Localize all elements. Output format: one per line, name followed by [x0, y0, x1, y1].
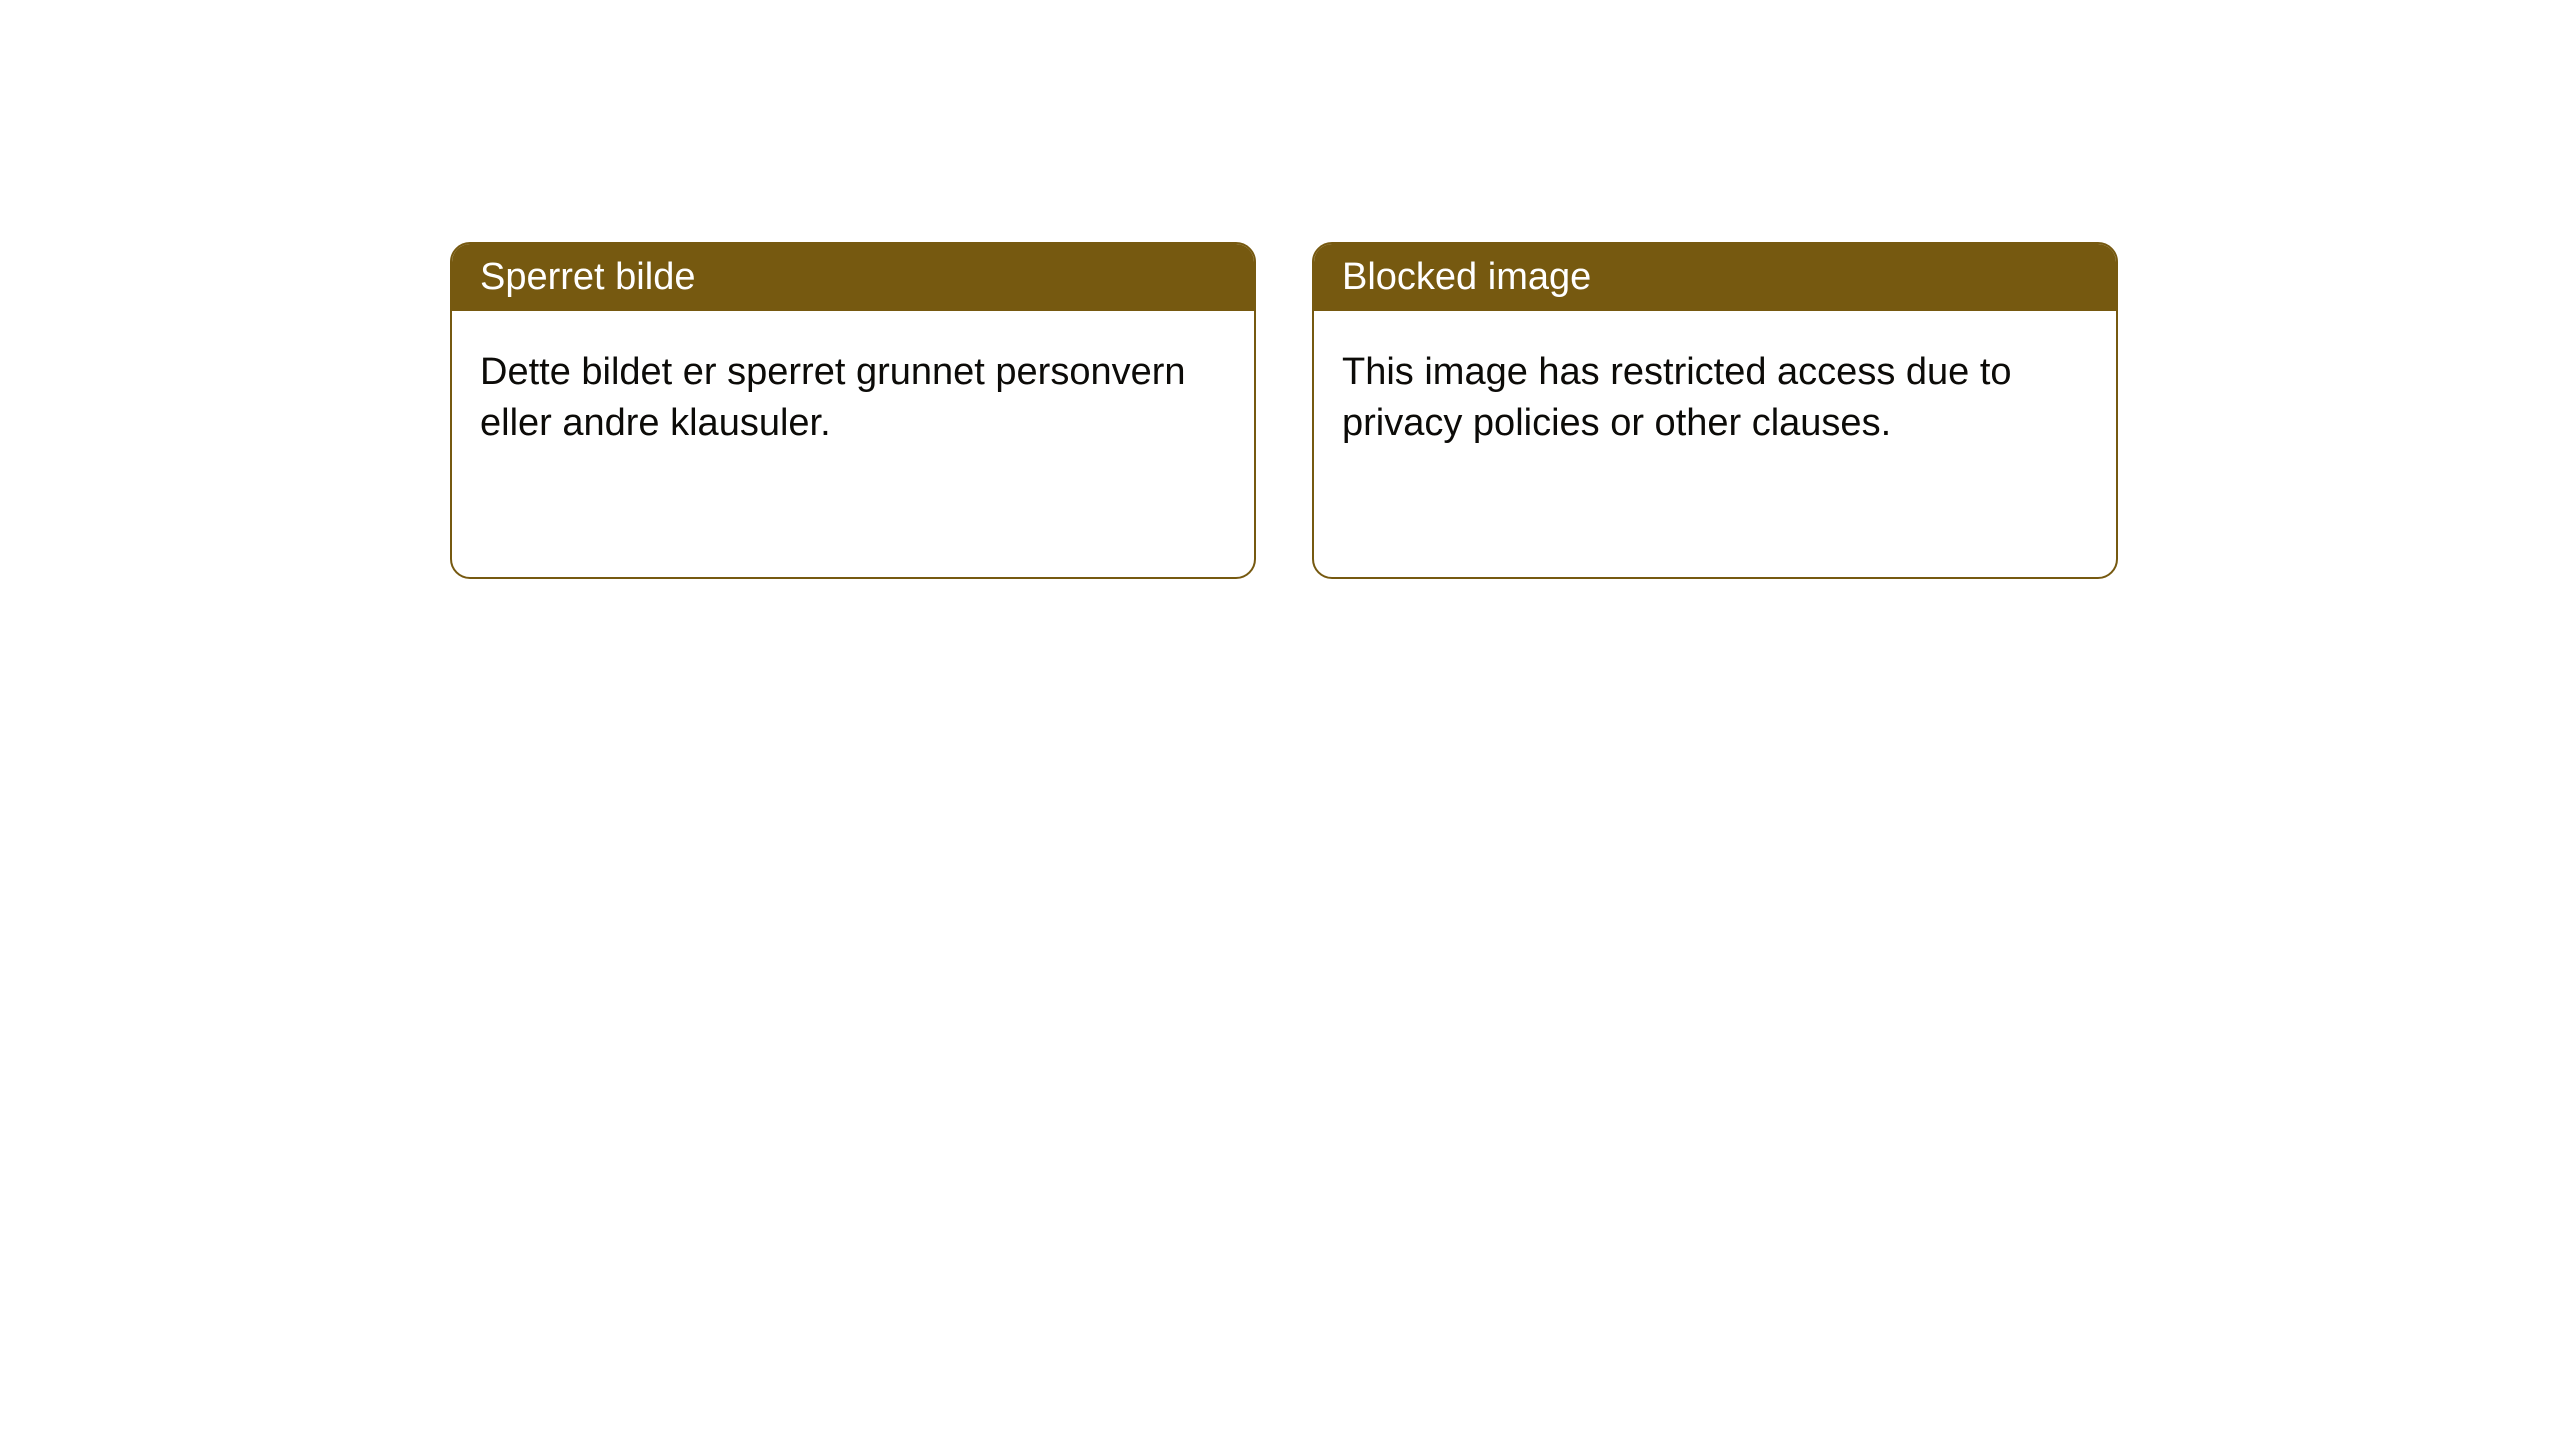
- card-header: Blocked image: [1314, 244, 2116, 311]
- card-body: Dette bildet er sperret grunnet personve…: [452, 311, 1254, 486]
- card-title: Sperret bilde: [480, 256, 695, 298]
- card-title: Blocked image: [1342, 256, 1591, 298]
- blocked-image-card-english: Blocked image This image has restricted …: [1312, 242, 2118, 579]
- card-header: Sperret bilde: [452, 244, 1254, 311]
- card-body: This image has restricted access due to …: [1314, 311, 2116, 486]
- blocked-image-card-norwegian: Sperret bilde Dette bildet er sperret gr…: [450, 242, 1256, 579]
- cards-container: Sperret bilde Dette bildet er sperret gr…: [0, 0, 2560, 579]
- card-message: Dette bildet er sperret grunnet personve…: [480, 351, 1186, 444]
- card-message: This image has restricted access due to …: [1342, 351, 2012, 444]
